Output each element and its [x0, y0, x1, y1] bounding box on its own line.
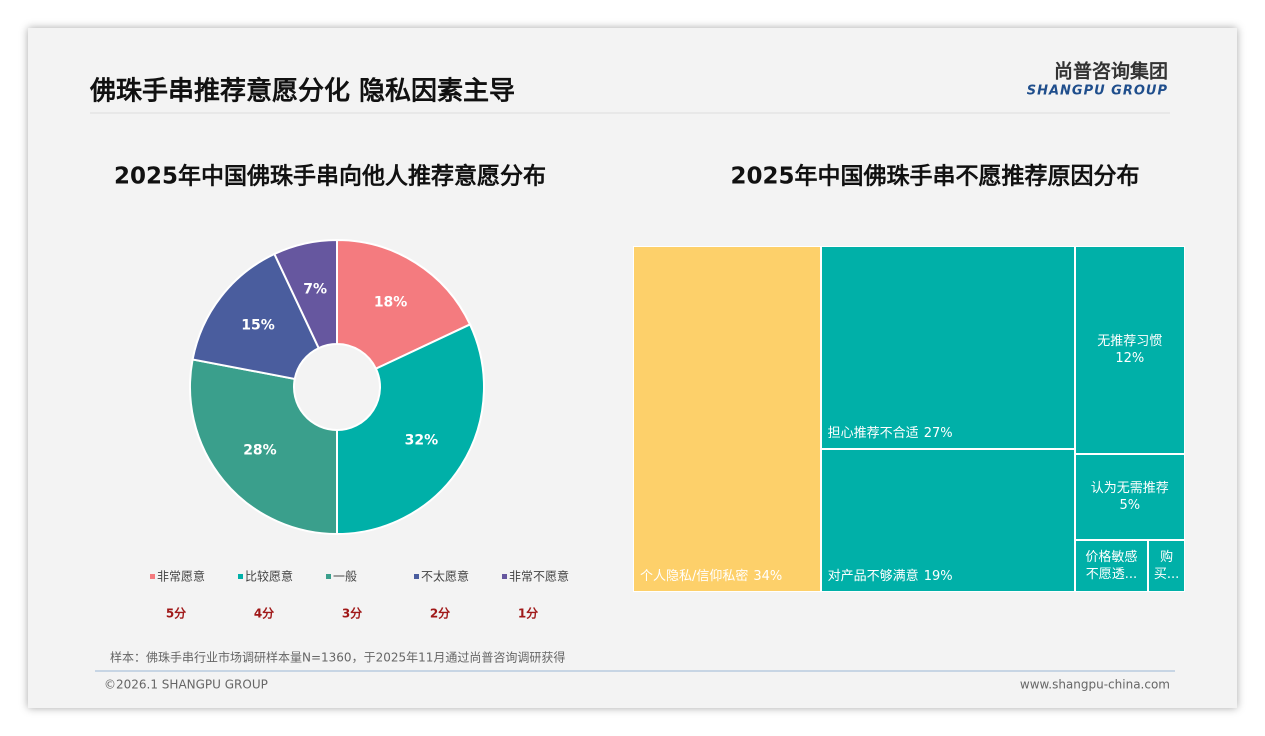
- cell-label: 无推荐习惯 12%: [1097, 333, 1162, 367]
- cell-name: 购买...: [1153, 550, 1180, 583]
- legend-label: 不太愿意: [421, 569, 469, 584]
- cell-name: 对产品不够满意: [827, 568, 919, 584]
- slice-label: 15%: [241, 318, 275, 334]
- treemap-cell: 担心推荐不合适 27%: [820, 246, 1075, 450]
- cell-value: 34%: [753, 569, 783, 584]
- legend-label: 非常愿意: [157, 569, 205, 584]
- pie-slice: [336, 238, 472, 371]
- score-label: 5分: [166, 606, 186, 621]
- logo-en: SHANGPU GROUP: [1027, 84, 1168, 99]
- cell-value: 27%: [923, 426, 953, 442]
- cell-name: 认为无需推荐: [1090, 480, 1169, 496]
- pie-slice: [336, 323, 485, 536]
- cell-name: 担心推荐不合适: [827, 426, 919, 442]
- score-label: 4分: [254, 606, 274, 621]
- legend-marker: [238, 574, 243, 579]
- treemap-cell: 无推荐习惯 12%: [1074, 246, 1185, 454]
- cell-label: 认为无需推荐 5%: [1091, 480, 1169, 514]
- pie-slice: [189, 358, 338, 536]
- legend-label: 比较愿意: [245, 569, 293, 584]
- treemap-cell: 购买...: [1148, 540, 1185, 592]
- legend-label: 一般: [333, 569, 357, 584]
- cell-label: 个人隐私/信仰私密 34%: [640, 568, 782, 585]
- slice-label: 32%: [405, 433, 439, 449]
- cell-value: 19%: [923, 568, 953, 584]
- treemap-cell: 对产品不够满意 19%: [820, 449, 1075, 592]
- cell-name: 价格敏感不愿透...: [1085, 550, 1138, 583]
- cell-label: 对产品不够满意 19%: [828, 568, 953, 585]
- logo: 尚普咨询集团: [1054, 60, 1168, 83]
- slice-label: 7%: [303, 281, 327, 297]
- cell-value: 5%: [1119, 497, 1141, 513]
- score-label: 1分: [518, 606, 538, 621]
- cell-label: 购买...: [1154, 549, 1179, 583]
- cell-label: 担心推荐不合适 27%: [828, 425, 953, 442]
- copyright: ©2026.1 SHANGPU GROUP: [104, 678, 268, 692]
- treemap-cell: 价格敏感不愿透...: [1074, 540, 1149, 592]
- slice-label: 18%: [374, 295, 408, 311]
- chart-title: 2025年中国佛珠手串不愿推荐原因分布: [730, 163, 1139, 190]
- legend-marker: [326, 574, 331, 579]
- note: 样本：佛珠手串行业市场调研样本量N=1360，于2025年11月通过尚普咨询调研…: [110, 650, 565, 665]
- legend-marker: [502, 574, 507, 579]
- treemap: 个人隐私/信仰私密 34% 担心推荐不合适 27% 对产品不够满意 19% 无推荐习惯 12%…: [633, 246, 1185, 592]
- score-label: 2分: [430, 606, 450, 621]
- legend-marker: [414, 574, 419, 579]
- pie-slice: [273, 238, 338, 350]
- legend-marker: [150, 574, 155, 579]
- treemap-cell: 个人隐私/信仰私密 34%: [633, 246, 821, 592]
- cell-label: 价格敏感不愿透...: [1082, 549, 1142, 583]
- cell-value: 12%: [1115, 350, 1145, 366]
- cell-name: 无推荐习惯: [1097, 333, 1163, 349]
- page-title: 佛珠手串推荐意愿分化 隐私因素主导: [89, 76, 515, 107]
- pie-slice: [191, 252, 321, 381]
- website: www.shangpu-china.com: [1020, 678, 1170, 692]
- legend-label: 非常不愿意: [509, 569, 569, 584]
- treemap-cell: 认为无需推荐 5%: [1074, 453, 1185, 541]
- score-label: 3分: [342, 606, 362, 621]
- chart-title: 2025年中国佛珠手串向他人推荐意愿分布: [114, 163, 546, 190]
- slice-label: 28%: [243, 443, 277, 459]
- cell-name: 个人隐私/信仰私密: [640, 569, 749, 584]
